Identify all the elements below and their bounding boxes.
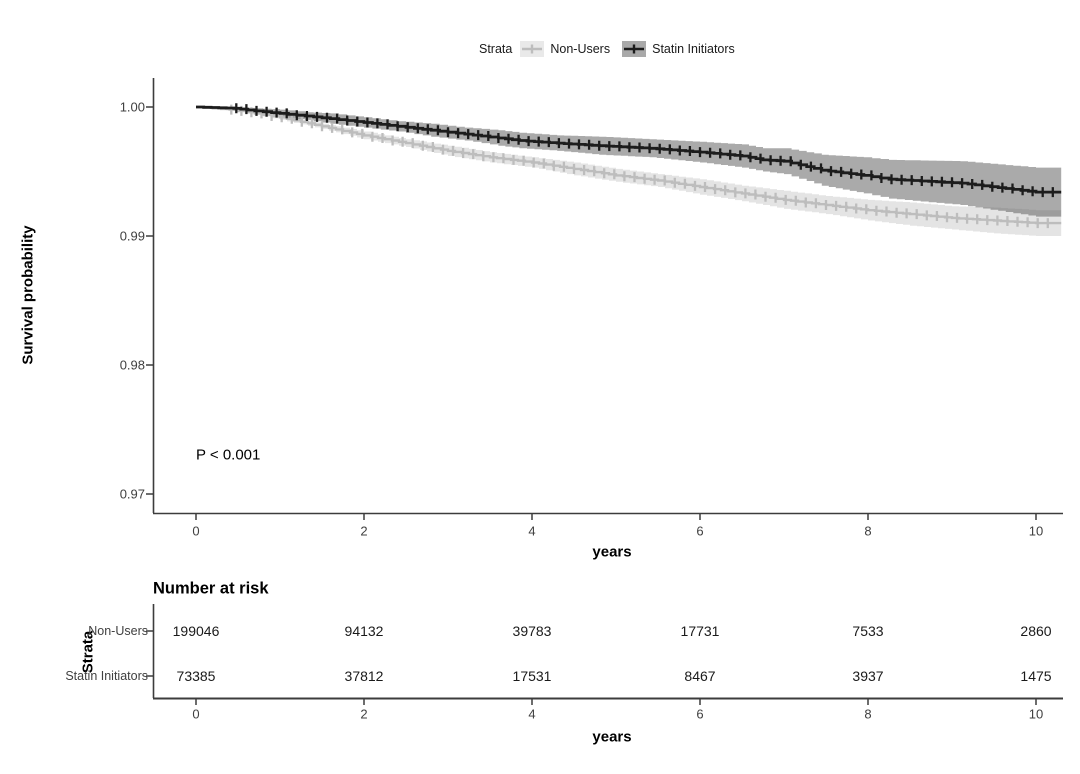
risk-count-statin-initiators: 3937: [852, 668, 884, 684]
pvalue-annotation: P < 0.001: [196, 446, 261, 464]
censor-marks-statin-initiators: [235, 103, 1054, 198]
risk-x-axis-title: years: [592, 728, 632, 746]
legend: Strata Non-Users Statin Initiators: [479, 40, 747, 58]
statin-initiators-key-icon: [622, 41, 647, 57]
censor-marks-non-users: [230, 104, 1049, 229]
confidence-band-statin-initiators: [196, 107, 1062, 217]
risk-count-statin-initiators: 1475: [1020, 668, 1052, 684]
risk-x-tick-label: 4: [528, 706, 536, 722]
risk-count-non-users: 17731: [680, 623, 720, 639]
x-tick-label: 2: [360, 523, 368, 539]
x-tick-label: 4: [528, 523, 536, 539]
risk-x-tick-label: 2: [360, 706, 368, 722]
y-axis-title: Survival probability: [19, 225, 37, 365]
y-tick-label: 1.00: [119, 99, 145, 115]
y-tick-label: 0.99: [119, 228, 145, 244]
risk-count-statin-initiators: 37812: [344, 668, 384, 684]
survival-curve-non-users: [196, 105, 1062, 225]
x-tick-label: 6: [696, 523, 704, 539]
risk-count-statin-initiators: 8467: [684, 668, 716, 684]
risk-x-tick-label: 10: [1028, 706, 1044, 722]
risk-count-statin-initiators: 17531: [512, 668, 552, 684]
risk-count-non-users: 199046: [172, 623, 220, 639]
x-tick-label: 8: [864, 523, 872, 539]
y-tick-label: 0.97: [119, 486, 145, 502]
x-tick-label: 0: [192, 523, 200, 539]
risk-row-label-statin-initiators: Statin Initiators: [65, 669, 148, 683]
legend-label-statin-initiators: Statin Initiators: [652, 42, 735, 56]
legend-item-statin-initiators[interactable]: Statin Initiators: [622, 41, 735, 57]
risk-count-statin-initiators: 73385: [176, 668, 216, 684]
risk-x-tick-label: 6: [696, 706, 704, 722]
legend-item-non-users[interactable]: Non-Users: [520, 41, 610, 57]
risk-x-tick-label: 0: [192, 706, 200, 722]
legend-label-non-users: Non-Users: [550, 42, 611, 56]
legend-title: Strata: [479, 42, 513, 56]
y-tick-label: 0.98: [119, 357, 145, 373]
risk-row-label-non-users: Non-Users: [88, 624, 148, 638]
risk-count-non-users: 2860: [1020, 623, 1052, 639]
non-users-key-icon: [520, 41, 545, 57]
risk-count-non-users: 94132: [344, 623, 384, 639]
risk-x-tick-label: 8: [864, 706, 872, 722]
risk-count-non-users: 7533: [852, 623, 884, 639]
x-axis-title: years: [592, 543, 632, 561]
risk-table-title: Number at risk: [153, 579, 269, 598]
x-tick-label: 10: [1028, 523, 1044, 539]
risk-count-non-users: 39783: [512, 623, 552, 639]
